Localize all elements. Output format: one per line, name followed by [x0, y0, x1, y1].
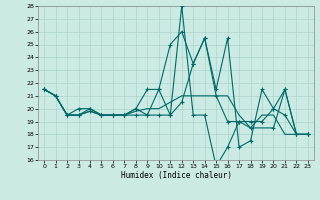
X-axis label: Humidex (Indice chaleur): Humidex (Indice chaleur): [121, 171, 231, 180]
